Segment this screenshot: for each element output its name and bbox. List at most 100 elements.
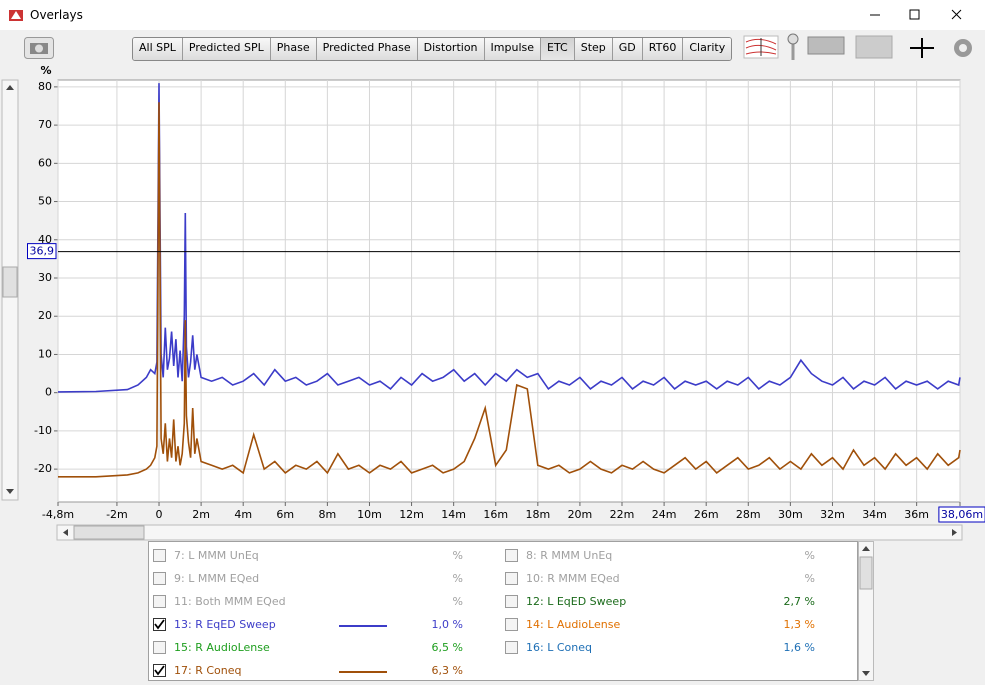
legend-name: 7: L MMM UnEq [174, 549, 259, 562]
x-tick-label: 0 [156, 508, 163, 521]
legend-value: 2,7 % [783, 595, 815, 608]
y-tick-label: 80 [38, 80, 52, 93]
legend-scrollbar[interactable] [858, 541, 874, 681]
legend-value: % [804, 572, 815, 585]
legend-row: 8: R MMM UnEq% [505, 547, 815, 565]
x-tick-label: 18m [525, 508, 550, 521]
x-tick-label: 28m [736, 508, 761, 521]
view-tab[interactable]: Clarity [683, 38, 732, 60]
legend-row: 14: L AudioLense 1,3 % [505, 616, 815, 634]
view-tab[interactable]: All SPL [133, 38, 183, 60]
checkbox[interactable] [153, 641, 166, 654]
checkbox[interactable] [153, 595, 166, 608]
x-tick-label: 26m [694, 508, 719, 521]
x-tick-label: 34m [862, 508, 887, 521]
check-mark [154, 665, 165, 676]
y-tick-label: 70 [38, 118, 52, 131]
legend-name: 12: L EqED Sweep [526, 595, 627, 608]
view-tab[interactable]: Impulse [484, 38, 541, 60]
checkbox[interactable] [153, 572, 166, 585]
legend-row: 17: R Coneq 6,3 % [153, 662, 473, 680]
checkbox[interactable] [505, 572, 518, 585]
legend-name: 11: Both MMM EQed [174, 595, 286, 608]
legend-row: 10: R MMM EQed% [505, 570, 815, 588]
x-tick-label: 32m [820, 508, 845, 521]
window-controls[interactable] [860, 0, 985, 30]
x-tick-label: -2m [106, 508, 128, 521]
window-title: Overlays [30, 8, 83, 22]
x-tick-label: 38,06m [941, 508, 983, 521]
checkbox[interactable] [153, 618, 166, 631]
legend-name: 13: R EqED Sweep [174, 618, 276, 631]
legend-name: 17: R Coneq [174, 664, 242, 677]
y-tick-label: 40 [38, 233, 52, 246]
legend-value: 6,3 % [431, 664, 463, 677]
legend-value: 1,0 % [431, 618, 463, 631]
x-tick-label: 24m [652, 508, 677, 521]
view-tabs: All SPL Predicted SPL Phase Predicted Phase… [132, 37, 733, 61]
legend-value: 1,3 % [783, 618, 815, 631]
x-tick-label: 8m [319, 508, 337, 521]
view-tab[interactable]: ETC [541, 38, 575, 60]
view-tab[interactable]: RT60 [642, 38, 684, 60]
y-tick-label: -10 [34, 424, 52, 437]
checkbox[interactable] [153, 549, 166, 562]
view-tab[interactable]: Predicted Phase [316, 38, 418, 60]
y-tick-label: 10 [38, 347, 52, 360]
x-tick-label: 6m [276, 508, 294, 521]
legend-value: % [804, 549, 815, 562]
h-scroll-thumb[interactable] [73, 525, 145, 540]
etc-trace [58, 102, 961, 478]
view-tab[interactable]: Predicted SPL [182, 38, 271, 60]
v-scroll-thumb[interactable] [2, 266, 18, 298]
app-icon [9, 10, 23, 21]
x-tick-label: 36m [904, 508, 929, 521]
cursor-box [27, 243, 57, 260]
legend-name: 16: L Coneq [526, 641, 592, 654]
legend-row: 15: R AudioLense 6,5 % [153, 639, 473, 657]
y-tick-label: 60 [38, 156, 52, 169]
legend-value: 1,6 % [783, 641, 815, 654]
etc-chart: % -20 -10 0 10 20 30 40 50 60 70 80 -4,8m -2m 0 2m 4m 6m 8… [1, 64, 985, 541]
legend-row: 16: L Coneq 1,6 % [505, 639, 815, 657]
camera-button[interactable] [24, 37, 54, 59]
y-tick-label: 20 [38, 309, 52, 322]
x-tick-label: 14m [441, 508, 466, 521]
checkbox[interactable] [505, 595, 518, 608]
x-tick-label: -4,8m [42, 508, 74, 521]
view-tab[interactable]: GD [612, 38, 643, 60]
tool-icons[interactable] [740, 32, 985, 62]
checkbox[interactable] [505, 618, 518, 631]
legend-name: 14: L AudioLense [526, 618, 621, 631]
legend-row: 12: L EqED Sweep 2,7 % [505, 593, 815, 611]
legend-row: 9: L MMM EQed% [153, 570, 473, 588]
x-tick-label: 22m [610, 508, 635, 521]
plot-area [57, 79, 961, 503]
legend-row: 11: Both MMM EQed% [153, 593, 473, 611]
legend-name: 9: L MMM EQed [174, 572, 260, 585]
y-tick-label: 50 [38, 195, 52, 208]
etc-trace [57, 83, 961, 393]
legend-row: 13: R EqED Sweep 1,0 % [153, 616, 473, 634]
legend-line [339, 625, 387, 627]
x-tick-label: 10m [357, 508, 382, 521]
x-tick-label: 16m [483, 508, 508, 521]
view-tab[interactable]: Distortion [417, 38, 485, 60]
legend-name: 15: R AudioLense [174, 641, 270, 654]
checkbox[interactable] [505, 549, 518, 562]
checkbox[interactable] [153, 664, 166, 677]
y-unit-label: % [40, 64, 51, 77]
legend-value: % [452, 595, 463, 608]
h-scrollbar[interactable] [56, 524, 963, 541]
x-tick-label: 20m [568, 508, 593, 521]
legend-value: 6,5 % [431, 641, 463, 654]
checkbox[interactable] [505, 641, 518, 654]
legend-value: % [452, 549, 463, 562]
legend-row: 7: L MMM UnEq% [153, 547, 473, 565]
view-tab[interactable]: Step [574, 38, 613, 60]
x-tick-label: 2m [192, 508, 210, 521]
legend-name: 8: R MMM UnEq [526, 549, 613, 562]
view-tab[interactable]: Phase [270, 38, 317, 60]
legend-panel: 7: L MMM UnEq% 8: R MMM UnEq% 9: L MMM EQe… [148, 541, 858, 681]
